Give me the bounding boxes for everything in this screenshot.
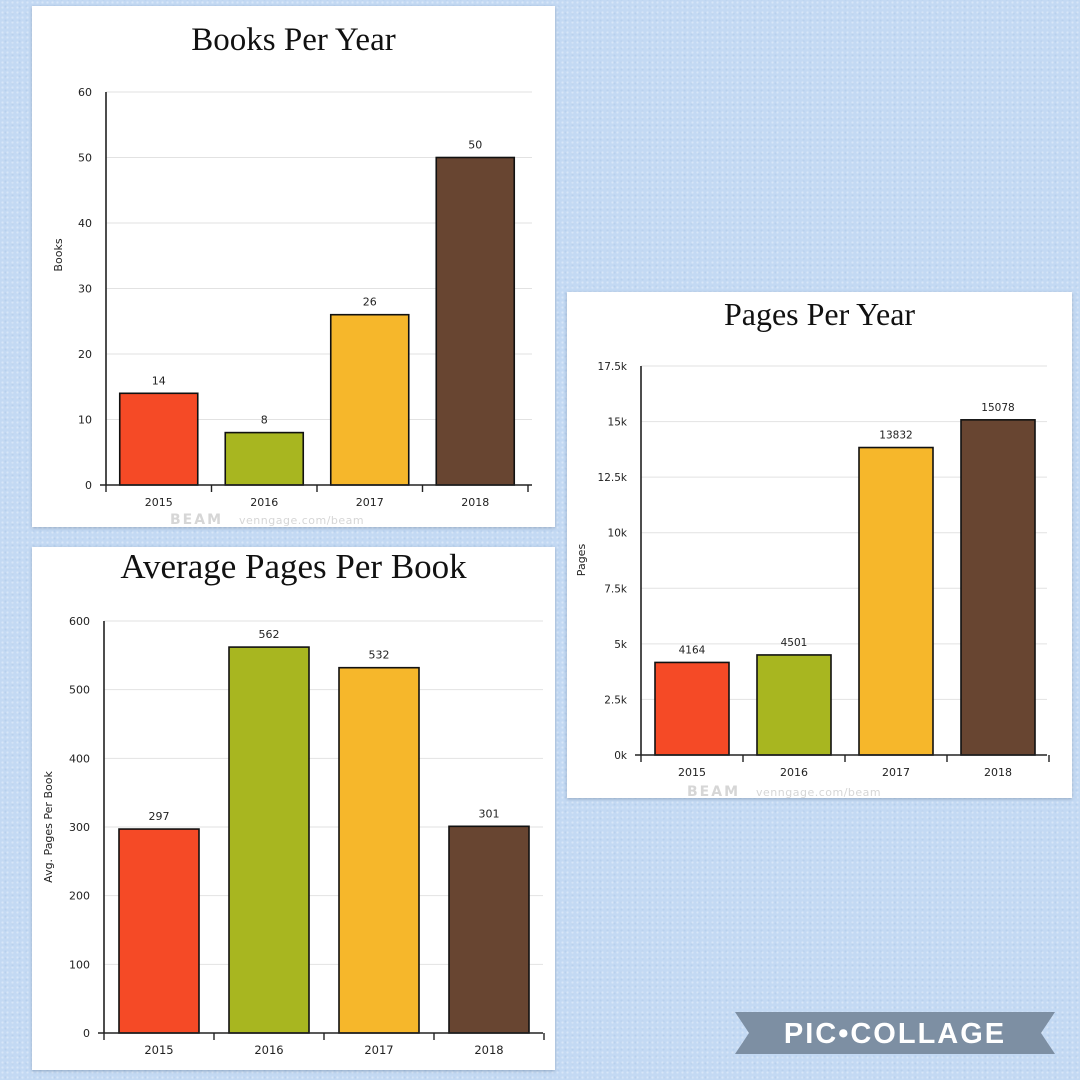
chart-title: Pages Per Year xyxy=(723,296,916,332)
y-tick-label: 40 xyxy=(78,217,92,230)
average-pages-per-book-chart: 0 100 200 300 400 500 600 297 2015 562 2016 532 2017… xyxy=(42,615,545,1057)
pages-per-year-panel: Pages Per Year 0k 2.5k 5k 7.5k 10k 12.5k 15k 17… xyxy=(567,292,1072,800)
watermark-brand: BEAM xyxy=(170,512,224,528)
x-tick-label: 2016 xyxy=(780,766,808,779)
logo-ribbon xyxy=(735,1012,1055,1054)
x-tick-label: 2015 xyxy=(144,1043,173,1057)
bar-2016 xyxy=(228,646,310,1034)
y-tick-label: 60 xyxy=(78,86,92,99)
x-tick-label: 2016 xyxy=(250,496,278,509)
x-tick-label: 2015 xyxy=(678,766,706,779)
watermark-url: venngage.com/beam xyxy=(239,514,365,527)
y-tick-label: 30 xyxy=(78,283,92,296)
data-label: 14 xyxy=(152,374,166,387)
pic-collage-logo: PIC•COLLAGE xyxy=(735,1012,1055,1054)
y-tick-label: 15k xyxy=(608,417,628,429)
x-tick-label: 2015 xyxy=(145,496,173,509)
books-per-year-panel: Books Per Year 0 10 20 30 40 50 60 14 2015 8 2016 2… xyxy=(32,6,555,528)
y-tick-label: 0k xyxy=(614,750,628,762)
watermark-brand: BEAM xyxy=(687,784,741,800)
data-label: 4501 xyxy=(781,637,808,649)
bar-2017 xyxy=(338,666,420,1034)
data-label: 50 xyxy=(468,139,482,152)
bar-2015 xyxy=(118,828,200,1034)
y-tick-label: 12.5k xyxy=(598,472,628,484)
watermark-url: venngage.com/beam xyxy=(756,786,882,799)
average-pages-per-book-panel: Average Pages Per Book 0 100 200 300 400 500 6… xyxy=(32,547,555,1070)
data-label: 4164 xyxy=(679,644,706,656)
x-tick-label: 2016 xyxy=(254,1043,283,1057)
data-label: 562 xyxy=(259,628,280,641)
y-tick-label: 400 xyxy=(69,752,90,765)
x-tick-label: 2018 xyxy=(461,496,489,509)
data-label: 532 xyxy=(369,649,390,662)
bar-2016 xyxy=(224,431,305,486)
books-per-year-chart: 0 10 20 30 40 50 60 14 2015 8 2016 26 2017 50 2018 Book… xyxy=(52,86,532,509)
x-tick-label: 2018 xyxy=(474,1043,503,1057)
y-axis-label: Books xyxy=(52,238,65,271)
bar-2018 xyxy=(435,156,516,486)
y-tick-label: 17.5k xyxy=(598,361,628,373)
bar-2015 xyxy=(654,661,730,756)
x-tick-label: 2017 xyxy=(364,1043,393,1057)
y-tick-label: 0 xyxy=(85,479,92,492)
bar-2018 xyxy=(960,419,1036,756)
y-tick-label: 20 xyxy=(78,348,92,361)
data-label: 26 xyxy=(363,296,377,309)
y-axis-label: Pages xyxy=(575,544,588,577)
x-tick-label: 2017 xyxy=(356,496,384,509)
data-label: 8 xyxy=(261,414,268,427)
y-tick-label: 100 xyxy=(69,958,90,971)
y-tick-label: 10k xyxy=(608,528,628,540)
y-axis-label: Avg. Pages Per Book xyxy=(42,771,55,883)
x-tick-label: 2017 xyxy=(882,766,910,779)
x-tick-label: 2018 xyxy=(984,766,1012,779)
data-label: 297 xyxy=(149,810,170,823)
y-tick-label: 10 xyxy=(78,414,92,427)
chart-title: Average Pages Per Book xyxy=(120,547,467,586)
bar-2017 xyxy=(329,313,410,486)
y-tick-label: 0 xyxy=(83,1027,90,1040)
y-tick-label: 5k xyxy=(614,639,628,651)
watermark: BEAM venngage.com/beam xyxy=(170,512,364,528)
y-tick-label: 600 xyxy=(69,615,90,628)
bar-2015 xyxy=(118,392,199,486)
bar-2018 xyxy=(448,825,530,1034)
bar-2017 xyxy=(858,446,934,756)
data-label: 15078 xyxy=(981,402,1014,414)
data-label: 301 xyxy=(479,807,500,820)
y-tick-label: 2.5k xyxy=(604,694,628,706)
bar-2016 xyxy=(756,654,832,756)
logo-text: PIC•COLLAGE xyxy=(784,1018,1006,1050)
y-tick-label: 50 xyxy=(78,152,92,165)
y-tick-label: 7.5k xyxy=(604,583,628,595)
watermark: BEAM venngage.com/beam xyxy=(687,784,881,800)
y-tick-label: 300 xyxy=(69,821,90,834)
data-label: 13832 xyxy=(879,430,912,442)
y-tick-label: 200 xyxy=(69,890,90,903)
y-tick-label: 500 xyxy=(69,684,90,697)
chart-title: Books Per Year xyxy=(191,22,396,58)
pages-per-year-chart: 0k 2.5k 5k 7.5k 10k 12.5k 15k 17.5k 4164 2015 4501… xyxy=(575,361,1050,779)
